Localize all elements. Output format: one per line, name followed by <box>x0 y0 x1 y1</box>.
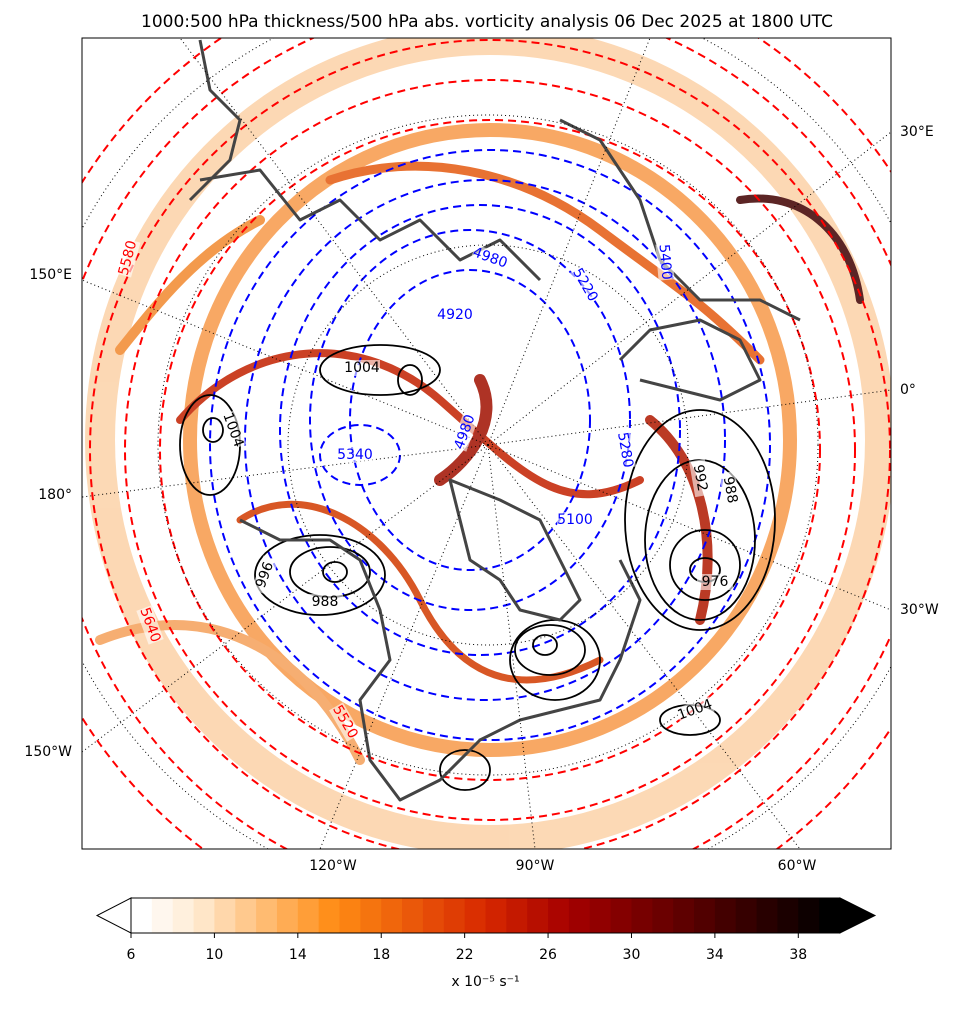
contour-label-bg <box>569 265 601 305</box>
colorbar-cell <box>485 898 507 933</box>
contour-label-bg <box>136 605 164 645</box>
contour-label: 5100 <box>557 512 593 528</box>
colorbar-outline <box>130 897 841 934</box>
contour-label: 988 <box>720 475 740 504</box>
contour-label-bg <box>697 574 733 590</box>
colorbar-label: x 10⁻⁵ s⁻¹ <box>451 974 519 990</box>
colorbar-cell <box>443 898 466 933</box>
contour-label-bg <box>613 430 637 470</box>
colorbar-extend-low <box>95 897 132 934</box>
contour-label: 5340 <box>337 447 373 463</box>
colorbar-tick-label: 38 <box>789 947 807 963</box>
colorbar-cell <box>131 898 153 933</box>
colorbar-cell <box>694 898 716 933</box>
contour-label: 992 <box>690 463 710 492</box>
colorbar-tick-label: 10 <box>205 947 223 963</box>
contour-label: 1004 <box>344 360 380 376</box>
contour-label-bg <box>329 702 361 742</box>
contour-label-bg <box>451 412 479 452</box>
contour-label: 4920 <box>437 307 473 323</box>
colorbar-tick-label: 6 <box>127 947 136 963</box>
colorbar-cell <box>714 898 737 933</box>
map-frame <box>81 37 892 850</box>
contour-label-bg <box>307 594 343 610</box>
colorbar-cell <box>819 898 841 933</box>
contour-label-bg <box>718 470 742 510</box>
contour-label-bg <box>470 244 510 272</box>
map-area: 5580564055204980492049805220540053405100… <box>82 38 891 849</box>
colorbar-cell <box>193 898 215 933</box>
colorbar-cell <box>235 898 257 933</box>
colorbar-tick-label: 34 <box>706 947 724 963</box>
contour-label: 5280 <box>614 431 636 469</box>
colorbar-cell <box>631 898 653 933</box>
colorbar-cell <box>548 898 570 933</box>
colorbar-cell <box>172 898 195 933</box>
colorbar-tick-label: 22 <box>456 947 474 963</box>
longitude-label: 150°W <box>24 744 72 760</box>
colorbar-cell <box>589 898 612 933</box>
contour-label: 5400 <box>655 244 674 281</box>
colorbar-cell <box>652 898 674 933</box>
longitude-label: 180° <box>38 487 72 503</box>
colorbar-cell <box>214 898 236 933</box>
contour-label-bg <box>655 243 675 281</box>
contour-label-bg <box>251 555 279 595</box>
colorbar-cell <box>256 898 278 933</box>
colorbar-cell <box>318 898 341 933</box>
colorbar-cell <box>798 898 820 933</box>
colorbar-cell <box>276 898 299 933</box>
longitude-label: 150°E <box>29 267 72 283</box>
colorbar-tick-label: 14 <box>289 947 307 963</box>
colorbar-cell <box>297 898 320 933</box>
colorbar-cell <box>360 898 382 933</box>
colorbar-cell <box>464 898 486 933</box>
contour-label-bg <box>557 512 593 528</box>
contour-label-bg <box>437 307 473 323</box>
contour-label: 976 <box>702 574 729 590</box>
contour-label-bg <box>219 410 247 450</box>
colorbar-tick-label: 30 <box>623 947 641 963</box>
contour-label-bg <box>337 447 373 463</box>
colorbar-cell <box>610 898 632 933</box>
colorbar-cell <box>673 898 695 933</box>
longitude-label: 30°W <box>900 602 939 618</box>
contour-label-bg <box>344 360 380 376</box>
longitude-label: 60°W <box>778 858 817 874</box>
colorbar-cell <box>151 898 174 933</box>
colorbar-tick-label: 26 <box>539 947 557 963</box>
colorbar-cell <box>756 898 778 933</box>
map-title: 1000:500 hPa thickness/500 hPa abs. vort… <box>141 12 833 32</box>
contour-label-bg <box>675 696 715 724</box>
longitude-label: 30°E <box>900 124 934 140</box>
colorbar-cell <box>735 898 758 933</box>
longitude-label: 0° <box>900 382 916 398</box>
longitude-label: 90°W <box>516 858 555 874</box>
contour-label-bg <box>115 238 141 278</box>
colorbar-tick-label: 18 <box>372 947 390 963</box>
colorbar-cell <box>506 898 528 933</box>
longitude-label: 120°W <box>309 858 357 874</box>
colorbar-extend-high <box>839 897 877 934</box>
colorbar-cell <box>339 898 361 933</box>
colorbar-cell <box>568 898 591 933</box>
colorbar-cell <box>777 898 799 933</box>
contour-label: 988 <box>312 594 339 610</box>
colorbar-cell <box>402 898 424 933</box>
colorbar-cell <box>527 898 549 933</box>
colorbar-cell <box>381 898 403 933</box>
contour-label-bg <box>688 458 712 498</box>
colorbar-cell <box>422 898 445 933</box>
